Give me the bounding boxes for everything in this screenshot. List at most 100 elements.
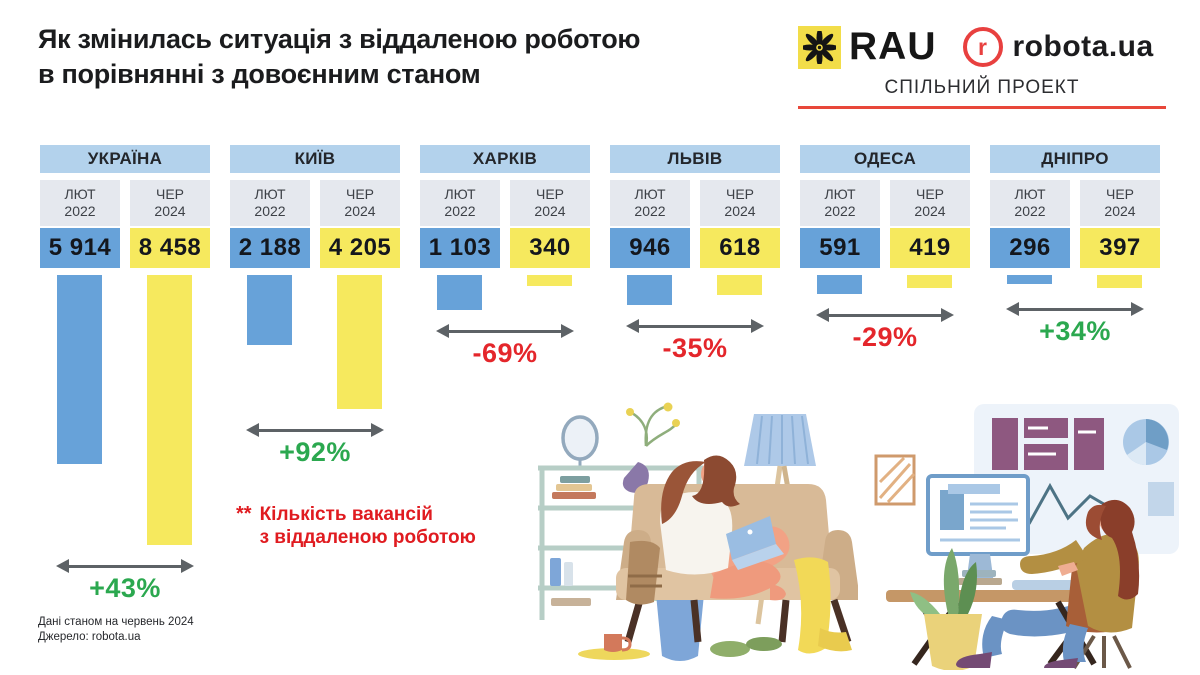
footnote-line2: з віддаленою роботою xyxy=(259,527,476,548)
city-group-2: КИЇВ ЛЮТ 2022 ЧЕР 2024 2 188 4 205 +92% xyxy=(230,145,400,625)
city-name-label: ХАРКІВ xyxy=(420,145,590,173)
change-percent-label: -69% xyxy=(472,338,538,368)
period-month: ЧЕР xyxy=(535,186,564,202)
period-year: 2022 xyxy=(64,203,96,219)
period-label-feb: ЛЮТ 2022 xyxy=(610,180,690,226)
city-name-label: УКРАЇНА xyxy=(40,145,210,173)
arrow-right-head-icon xyxy=(561,324,574,338)
period-label-jun: ЧЕР 2024 xyxy=(510,180,590,226)
bar-feb-2022 xyxy=(627,275,672,305)
city-name-label: ЛЬВІВ xyxy=(610,145,780,173)
change-span-arrow xyxy=(246,422,384,438)
bar-feb-2022 xyxy=(817,275,862,294)
change-percent-label: -35% xyxy=(662,333,728,363)
page-title: Як змінилась ситуація з віддаленою робот… xyxy=(38,22,640,92)
period-label-feb: ЛЮТ 2022 xyxy=(40,180,120,226)
arrow-left-head-icon xyxy=(246,423,259,437)
period-month: ЛЮТ xyxy=(64,186,96,202)
arrow-right-head-icon xyxy=(751,319,764,333)
arrow-left-head-icon xyxy=(1006,302,1019,316)
change-span-arrow xyxy=(1006,301,1144,317)
period-label-jun: ЧЕР 2024 xyxy=(320,180,400,226)
change-percent-label: +43% xyxy=(89,573,161,603)
period-year: 2024 xyxy=(344,203,376,219)
footnote-marker: ** xyxy=(236,503,252,525)
arrow-left-head-icon xyxy=(816,308,829,322)
change-percent-label: +34% xyxy=(1039,316,1111,346)
rau-logo-text: RAU xyxy=(849,25,937,68)
period-label-feb: ЛЮТ 2022 xyxy=(990,180,1070,226)
rau-star-icon xyxy=(798,25,841,69)
chart-footnote: ** Кількість вакансій з віддаленою робот… xyxy=(236,503,476,549)
value-feb-2022: 5 914 xyxy=(40,228,120,268)
arrow-line xyxy=(639,324,751,328)
period-label-jun: ЧЕР 2024 xyxy=(700,180,780,226)
city-group-5: ОДЕСА ЛЮТ 2022 ЧЕР 2024 591 419 -29% xyxy=(800,145,970,625)
period-year: 2022 xyxy=(1014,203,1046,219)
arrow-right-head-icon xyxy=(941,308,954,322)
joint-project-label: СПІЛЬНИЙ ПРОЕКТ xyxy=(884,77,1080,98)
illustration-woman-on-couch xyxy=(538,402,858,661)
bar-jun-2024 xyxy=(337,275,382,409)
period-label-feb: ЛЮТ 2022 xyxy=(420,180,500,226)
bar-jun-2024 xyxy=(907,275,952,288)
bar-jun-2024 xyxy=(717,275,762,295)
arrow-left-head-icon xyxy=(626,319,639,333)
change-percent-label: +92% xyxy=(279,437,351,467)
partner-logos: RAU r robota.ua СПІЛЬНИЙ ПРОЕКТ xyxy=(798,25,1166,109)
robota-r-icon: r xyxy=(962,27,1003,67)
period-year: 2024 xyxy=(724,203,756,219)
change-span-arrow xyxy=(626,318,764,334)
period-month: ЛЮТ xyxy=(254,186,286,202)
bar-feb-2022 xyxy=(247,275,292,345)
value-jun-2024: 4 205 xyxy=(320,228,400,268)
arrow-left-head-icon xyxy=(436,324,449,338)
arrow-right-head-icon xyxy=(181,559,194,573)
period-year: 2024 xyxy=(534,203,566,219)
change-span-arrow xyxy=(816,307,954,323)
arrow-right-head-icon xyxy=(371,423,384,437)
robota-logo: r robota.ua xyxy=(962,27,1154,67)
bar-feb-2022 xyxy=(57,275,102,464)
period-label-jun: ЧЕР 2024 xyxy=(890,180,970,226)
arrow-right-head-icon xyxy=(1131,302,1144,316)
period-month: ЛЮТ xyxy=(824,186,856,202)
bar-jun-2024 xyxy=(147,275,192,545)
page-title-line2: в порівнянні з довоєнним станом xyxy=(38,59,481,89)
arrow-line xyxy=(449,329,561,333)
period-year: 2022 xyxy=(254,203,286,219)
period-year: 2024 xyxy=(154,203,186,219)
arrow-line xyxy=(1019,307,1131,311)
source-footer: Дані станом на червень 2024 Джерело: rob… xyxy=(38,615,194,645)
page-title-line1: Як змінилась ситуація з віддаленою робот… xyxy=(38,24,641,54)
bar-jun-2024 xyxy=(1097,275,1142,288)
city-name-label: ДНІПРО xyxy=(990,145,1160,173)
city-group-6: ДНІПРО ЛЮТ 2022 ЧЕР 2024 296 397 +34% xyxy=(990,145,1160,625)
period-year: 2022 xyxy=(824,203,856,219)
city-group-3: ХАРКІВ ЛЮТ 2022 ЧЕР 2024 1 103 340 -69% xyxy=(420,145,590,625)
change-span-arrow xyxy=(436,323,574,339)
value-feb-2022: 2 188 xyxy=(230,228,310,268)
data-date-label: Дані станом на червень 2024 xyxy=(38,616,194,628)
footnote-line1: Кількість вакансій xyxy=(259,504,433,525)
period-month: ЛЮТ xyxy=(444,186,476,202)
city-group-1: УКРАЇНА ЛЮТ 2022 ЧЕР 2024 5 914 8 458 +43% xyxy=(40,145,210,625)
period-year: 2024 xyxy=(1104,203,1136,219)
value-feb-2022: 1 103 xyxy=(420,228,500,268)
value-feb-2022: 591 xyxy=(800,228,880,268)
bar-feb-2022 xyxy=(1007,275,1052,284)
period-month: ЧЕР xyxy=(345,186,374,202)
period-month: ЧЕР xyxy=(1105,186,1134,202)
period-month: ЧЕР xyxy=(725,186,754,202)
logo-row: RAU r robota.ua xyxy=(798,25,1166,69)
period-label-jun: ЧЕР 2024 xyxy=(1080,180,1160,226)
source-label: Джерело: robota.ua xyxy=(38,631,141,643)
arrow-line xyxy=(829,313,941,317)
value-feb-2022: 946 xyxy=(610,228,690,268)
bar-jun-2024 xyxy=(527,275,572,286)
period-month: ЛЮТ xyxy=(634,186,666,202)
period-year: 2022 xyxy=(634,203,666,219)
value-jun-2024: 8 458 xyxy=(130,228,210,268)
